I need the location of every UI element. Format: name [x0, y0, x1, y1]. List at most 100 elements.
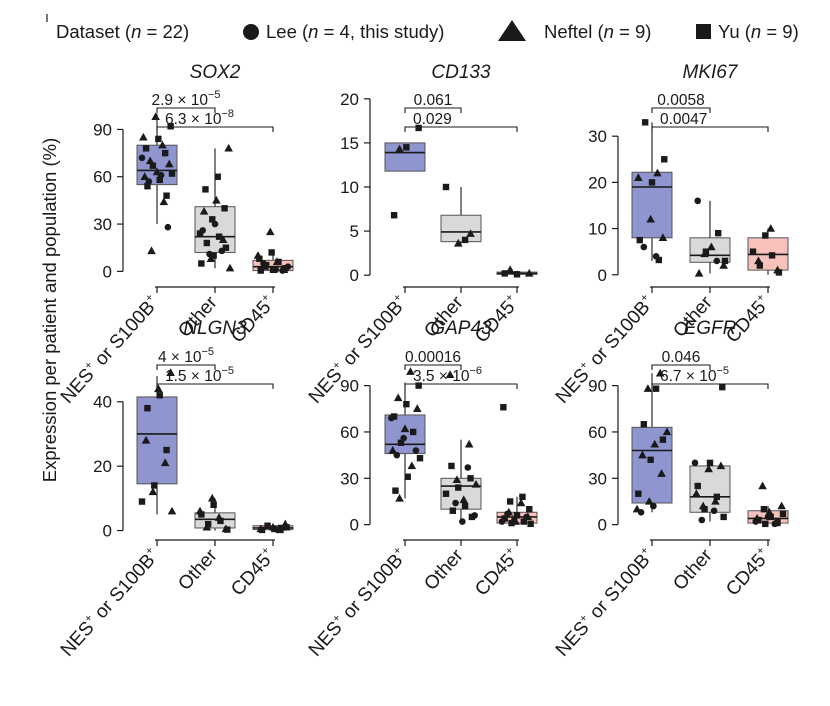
data-point-yu	[151, 482, 158, 489]
data-point-neftel	[777, 501, 786, 510]
data-point-neftel	[158, 140, 167, 149]
data-point-neftel	[400, 424, 410, 433]
y-tick-label: 10	[588, 220, 607, 239]
data-point-neftel	[662, 427, 672, 436]
y-tick-label: 30	[588, 127, 607, 146]
x-category-label: Other	[174, 545, 222, 595]
data-point-neftel	[148, 487, 158, 496]
data-point-yu	[721, 257, 729, 265]
data-point-lee	[691, 459, 699, 467]
box-nes	[136, 396, 178, 485]
data-point-lee	[640, 243, 648, 251]
data-point-lee	[452, 499, 459, 507]
data-point-yu	[461, 236, 469, 244]
x-category-label: NES+​ or S100B+​	[56, 292, 164, 408]
p-value-label: 2.9 × 10−5	[152, 89, 221, 109]
data-point-yu	[442, 490, 450, 497]
data-point-yu	[167, 123, 174, 130]
data-point-yu	[500, 404, 507, 411]
data-point-neftel	[692, 489, 701, 497]
y-axis-label: Expression per patient and population (%…	[39, 138, 60, 483]
data-point-neftel	[719, 261, 728, 269]
data-point-yu	[749, 248, 757, 255]
p-value-label: 3.5 × 10−6	[413, 365, 482, 385]
data-point-neftel	[716, 461, 726, 470]
y-tick-label: 90	[340, 377, 359, 396]
x-category-label: Other	[669, 545, 717, 595]
data-point-yu	[702, 248, 710, 255]
y-tick-label: 0	[598, 516, 607, 535]
data-point-yu	[640, 421, 648, 428]
data-point-yu	[449, 507, 457, 514]
significance-bracket	[156, 126, 274, 132]
significance-bracket	[651, 107, 711, 113]
data-point-neftel	[159, 197, 169, 206]
significance-bracket	[156, 383, 274, 389]
data-point-yu	[202, 186, 209, 193]
data-point-neftel	[452, 475, 462, 484]
y-tick-label: 0	[598, 266, 607, 285]
data-point-yu	[168, 170, 176, 177]
significance-bracket	[651, 126, 769, 132]
data-point-neftel	[166, 368, 175, 376]
significance-bracket	[156, 364, 216, 370]
data-point-neftel	[265, 227, 275, 236]
data-point-yu	[214, 173, 221, 180]
data-point-yu	[404, 473, 411, 480]
data-point-yu	[156, 392, 163, 399]
data-point-neftel	[653, 168, 662, 177]
y-tick-label: 30	[93, 215, 112, 234]
data-point-yu	[282, 265, 289, 272]
data-point-yu	[215, 233, 223, 240]
data-point-neftel	[650, 439, 660, 448]
data-point-neftel	[766, 224, 776, 232]
data-point-yu	[767, 513, 774, 521]
y-tick-label: 0	[350, 266, 359, 285]
data-point-yu	[468, 513, 476, 521]
data-point-yu	[455, 484, 462, 491]
x-category-label: NES+​ or S100B+​	[304, 545, 412, 661]
data-point-neftel	[459, 495, 469, 504]
data-point-neftel	[516, 498, 526, 507]
data-point-yu	[161, 149, 169, 157]
data-point-yu	[210, 501, 217, 508]
significance-bracket	[404, 364, 462, 370]
significance-bracket	[404, 107, 462, 113]
y-tick-label: 20	[93, 457, 112, 476]
data-point-yu	[269, 266, 277, 274]
data-point-neftel	[634, 173, 643, 181]
p-value-label: 0.0058	[657, 92, 704, 109]
data-point-yu	[659, 436, 667, 443]
data-point-lee	[713, 257, 721, 265]
data-point-yu	[694, 482, 701, 490]
data-point-yu	[652, 385, 660, 392]
data-point-neftel	[141, 435, 151, 444]
p-value-label: 0.0047	[660, 111, 707, 128]
data-point-neftel	[224, 143, 233, 152]
data-point-yu	[513, 271, 521, 278]
data-point-yu	[268, 249, 275, 256]
x-category-label: CD45+​	[471, 545, 524, 601]
data-point-yu	[196, 230, 204, 237]
data-point-yu	[397, 439, 405, 446]
data-point-neftel	[388, 445, 398, 454]
data-point-lee	[459, 518, 466, 525]
legend-item-yu: Yu (n = 9)	[718, 21, 799, 42]
y-tick-label: 20	[588, 173, 607, 192]
data-point-yu	[774, 519, 781, 526]
data-point-yu	[415, 124, 422, 132]
data-point-neftel	[412, 404, 422, 412]
y-tick-label: 30	[340, 469, 359, 488]
data-point-yu	[224, 526, 231, 533]
data-point-yu	[415, 382, 422, 389]
data-point-neftel	[393, 393, 403, 402]
p-value-label: 4 × 10−5	[158, 346, 214, 366]
data-point-yu	[221, 205, 228, 212]
data-point-neftel	[466, 229, 475, 237]
data-point-yu	[501, 270, 508, 277]
data-point-yu	[277, 524, 285, 532]
box-nes	[384, 414, 426, 455]
data-point-yu	[448, 462, 455, 470]
data-point-yu	[648, 179, 656, 186]
data-point-yu	[655, 256, 663, 264]
